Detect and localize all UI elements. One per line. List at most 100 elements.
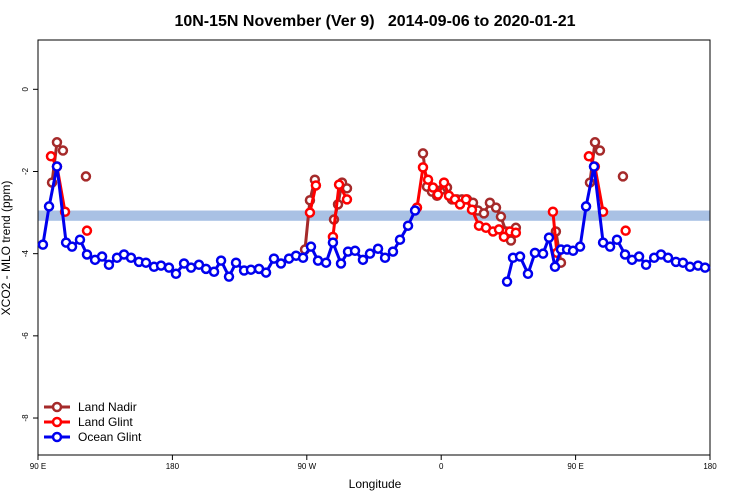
- series-marker: [349, 245, 361, 257]
- y-tick-label: -2: [21, 167, 30, 175]
- series-marker: [611, 234, 623, 245]
- series-marker: [684, 261, 696, 273]
- series-marker: [417, 162, 429, 173]
- series-marker: [460, 194, 472, 205]
- series-marker: [402, 220, 414, 231]
- series-marker: [364, 248, 376, 259]
- series-marker: [549, 261, 561, 273]
- series-marker: [510, 227, 522, 238]
- series-marker: [574, 241, 586, 252]
- series-marker: [537, 248, 549, 259]
- series-marker: [51, 137, 63, 148]
- legend-label: Ocean Glint: [78, 430, 142, 444]
- series-marker: [304, 207, 316, 218]
- series-marker: [640, 259, 652, 271]
- series-marker: [45, 151, 57, 162]
- series-marker: [43, 201, 55, 212]
- x-tick-label: 90 E: [30, 462, 46, 471]
- legend-label: Land Glint: [78, 415, 133, 429]
- series-marker: [341, 194, 353, 205]
- x-tick-label: 180: [703, 462, 717, 471]
- series-marker: [550, 226, 562, 237]
- series-marker: [200, 263, 212, 275]
- series-marker: [699, 262, 711, 273]
- series-marker: [580, 201, 592, 212]
- series-marker: [594, 145, 606, 156]
- series-marker: [275, 258, 287, 269]
- legend-marker: [51, 416, 63, 428]
- series-marker: [493, 224, 505, 235]
- series-marker: [466, 204, 478, 215]
- series-marker: [522, 268, 534, 280]
- series-marker: [514, 251, 526, 262]
- x-axis-label: Longitude: [349, 477, 402, 491]
- series-marker: [620, 225, 631, 236]
- series-marker: [304, 194, 316, 206]
- series-marker: [245, 264, 257, 275]
- series-marker: [422, 174, 434, 185]
- series-marker: [335, 258, 347, 269]
- series-marker: [490, 202, 502, 213]
- series-marker: [409, 205, 421, 216]
- series-marker: [74, 234, 86, 245]
- series-marker: [320, 257, 332, 268]
- series-marker: [501, 276, 513, 287]
- series-marker: [432, 189, 444, 200]
- series-marker: [96, 251, 108, 262]
- series-marker: [529, 247, 541, 259]
- series-marker: [103, 259, 115, 271]
- series-marker: [495, 211, 507, 222]
- series-marker: [633, 251, 645, 262]
- series-marker: [427, 182, 439, 193]
- series-marker: [57, 145, 69, 156]
- series-marker: [170, 268, 182, 280]
- series-marker: [394, 234, 406, 245]
- series-marker: [372, 243, 384, 254]
- series-marker: [327, 237, 339, 248]
- series-marker: [223, 271, 235, 282]
- y-tick-label: -8: [21, 414, 30, 422]
- reference-band: [38, 210, 710, 221]
- series-marker: [543, 232, 555, 243]
- y-tick-label: -4: [21, 250, 30, 258]
- y-tick-label: 0: [21, 87, 30, 92]
- series-marker: [379, 252, 391, 264]
- series-marker: [51, 161, 63, 172]
- series-marker: [333, 179, 345, 190]
- series-marker: [341, 183, 353, 194]
- series-marker: [417, 148, 429, 159]
- y-axis-label: XCO2 - MLO trend (ppm): [0, 181, 13, 316]
- x-tick-label: 180: [166, 462, 180, 471]
- series-marker: [297, 252, 309, 264]
- series-marker: [268, 253, 280, 264]
- series-marker: [619, 249, 631, 260]
- series-marker: [589, 137, 601, 148]
- series-marker: [37, 239, 49, 250]
- series-marker: [387, 246, 399, 257]
- series-marker: [305, 241, 317, 252]
- series-marker: [604, 241, 616, 252]
- plot-frame: [37, 39, 711, 456]
- series-marker: [617, 171, 629, 182]
- series-marker: [80, 171, 92, 182]
- series-marker: [163, 262, 175, 273]
- series-marker: [312, 255, 324, 266]
- series-marker: [583, 151, 595, 162]
- x-tick-label: 0: [439, 462, 444, 471]
- legend-marker: [51, 431, 63, 443]
- series-marker: [140, 257, 152, 268]
- series-marker: [478, 208, 490, 219]
- series-marker: [438, 177, 450, 188]
- legend-label: Land Nadir: [78, 400, 137, 414]
- series-marker: [208, 266, 220, 277]
- chart-title: 10N-15N November (Ver 9) 2014-09-06 to 2…: [174, 13, 575, 30]
- series-marker: [66, 241, 78, 252]
- x-tick-label: 90 E: [567, 462, 583, 471]
- series-marker: [588, 161, 600, 172]
- series-marker: [230, 257, 242, 268]
- series-marker: [125, 252, 137, 264]
- series-marker: [662, 252, 674, 264]
- legend-marker: [51, 401, 63, 413]
- y-tick-label: -6: [21, 332, 30, 340]
